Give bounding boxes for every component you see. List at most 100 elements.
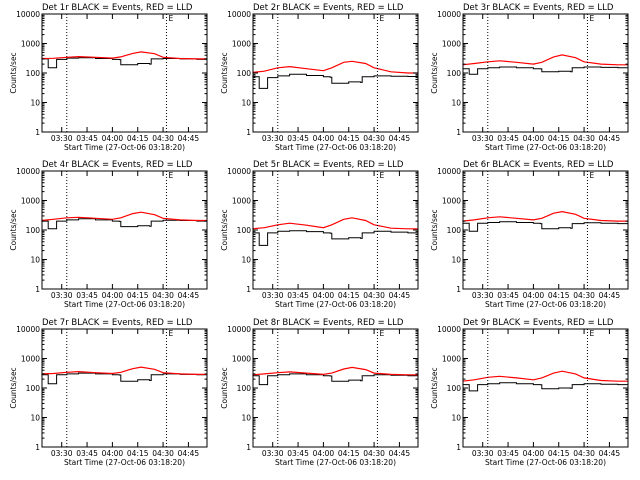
y-tick-label: 1 [456, 443, 461, 452]
y-tick-label: 10000 [16, 167, 40, 176]
plot-frame [252, 328, 419, 448]
x-tick-label: 04:15 [548, 449, 570, 458]
x-axis-label: Start Time (27-Oct-06 03:18:20) [64, 300, 185, 309]
x-tick-label: 04:45 [599, 134, 621, 143]
y-tick-label: 1000 [21, 40, 40, 49]
series-line-events [462, 66, 628, 75]
x-tick-label: 04:45 [389, 134, 411, 143]
y-tick-label: 10000 [437, 325, 461, 334]
x-tick-label: 04:45 [389, 291, 411, 300]
series-line-lld [41, 211, 207, 222]
chart-title: Det 2r BLACK = Events, RED = LLD [253, 3, 404, 13]
y-tick-label: 100 [237, 69, 252, 78]
y-tick-label: 1 [35, 285, 40, 294]
x-tick-label: 04:30 [152, 291, 174, 300]
series-line-lld [462, 210, 628, 222]
y-tick-label: 1 [246, 443, 251, 452]
series-line-events [462, 221, 628, 232]
y-tick-label: 1000 [442, 355, 461, 364]
series-line-lld [41, 51, 207, 60]
x-axis-label: Start Time (27-Oct-06 03:18:20) [275, 458, 396, 467]
y-tick-label: 10 [451, 99, 461, 108]
x-tick-label: 04:45 [178, 291, 200, 300]
series-line-events [462, 382, 628, 392]
x-tick-label: 04:45 [178, 134, 200, 143]
chart-title: Det 7r BLACK = Events, RED = LLD [42, 318, 193, 328]
x-tick-label: 04:00 [102, 134, 124, 143]
y-tick-label: 1000 [442, 197, 461, 206]
series-line-lld [462, 54, 628, 66]
y-tick-label: 1000 [21, 197, 40, 206]
x-tick-label: 03:45 [76, 449, 98, 458]
chart-title: Det 5r BLACK = Events, RED = LLD [253, 160, 404, 170]
x-tick-label: 04:45 [599, 291, 621, 300]
x-axis-label: Start Time (27-Oct-06 03:18:20) [485, 300, 606, 309]
y-axis-label: Counts/sec [430, 52, 439, 93]
x-tick-label: 04:15 [338, 134, 360, 143]
y-tick-label: 1000 [442, 40, 461, 49]
y-tick-label: 10 [451, 414, 461, 423]
y-tick-label: 10000 [227, 167, 251, 176]
y-tick-label: 10 [241, 256, 251, 265]
y-tick-label: 100 [447, 384, 462, 393]
plot-frame [252, 170, 419, 290]
y-tick-label: 100 [237, 384, 252, 393]
plot-frame [41, 328, 208, 448]
series-line-events [41, 218, 207, 230]
x-tick-label: 04:00 [523, 134, 545, 143]
y-tick-label: 100 [447, 69, 462, 78]
x-tick-label: 04:30 [363, 134, 385, 143]
x-tick-label: 03:45 [497, 291, 519, 300]
y-tick-label: 1000 [232, 197, 251, 206]
x-axis-label: Start Time (27-Oct-06 03:18:20) [275, 143, 396, 152]
y-tick-label: 100 [26, 69, 41, 78]
marker-glyph: E [589, 14, 594, 23]
y-tick-label: 1 [246, 285, 251, 294]
y-tick-label: 10 [30, 99, 40, 108]
y-tick-label: 10000 [437, 167, 461, 176]
y-tick-label: 10000 [16, 325, 40, 334]
y-axis-label: Counts/sec [9, 367, 18, 408]
x-tick-label: 04:00 [102, 291, 124, 300]
x-axis-label: Start Time (27-Oct-06 03:18:20) [485, 143, 606, 152]
series-line-lld [252, 366, 418, 376]
x-tick-label: 03:30 [262, 291, 284, 300]
y-tick-label: 10000 [16, 10, 40, 19]
y-tick-label: 1 [456, 285, 461, 294]
x-tick-label: 03:30 [472, 291, 494, 300]
y-tick-label: 100 [237, 226, 252, 235]
x-tick-label: 04:45 [599, 449, 621, 458]
x-axis-label: Start Time (27-Oct-06 03:18:20) [275, 300, 396, 309]
x-tick-label: 03:30 [472, 134, 494, 143]
y-tick-label: 10 [30, 256, 40, 265]
marker-glyph: E [168, 14, 173, 23]
x-tick-label: 03:30 [51, 449, 73, 458]
x-tick-label: 03:45 [497, 449, 519, 458]
y-tick-label: 1000 [232, 40, 251, 49]
x-tick-label: 03:45 [76, 134, 98, 143]
series-line-events [41, 372, 207, 385]
x-tick-label: 04:30 [573, 291, 595, 300]
x-tick-label: 04:15 [338, 291, 360, 300]
x-tick-label: 03:30 [51, 291, 73, 300]
x-tick-label: 03:45 [76, 291, 98, 300]
x-tick-label: 03:30 [51, 134, 73, 143]
chart-title: Det 1r BLACK = Events, RED = LLD [42, 3, 193, 13]
x-tick-label: 04:45 [389, 449, 411, 458]
x-axis-label: Start Time (27-Oct-06 03:18:20) [485, 458, 606, 467]
marker-glyph: E [168, 329, 173, 338]
y-tick-label: 10 [241, 99, 251, 108]
x-tick-label: 04:15 [127, 134, 149, 143]
y-tick-label: 1000 [232, 355, 251, 364]
series-line-lld [462, 370, 628, 382]
y-axis-label: Counts/sec [9, 52, 18, 93]
chart-title: Det 9r BLACK = Events, RED = LLD [463, 318, 614, 328]
y-tick-label: 10 [30, 414, 40, 423]
x-tick-label: 04:00 [313, 449, 335, 458]
